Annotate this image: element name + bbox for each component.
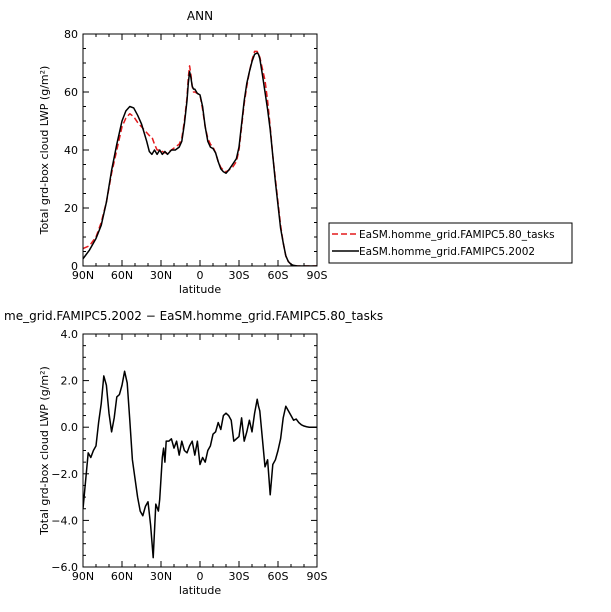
- x-tick-label: 30S: [229, 570, 250, 583]
- y-tick-label: 80: [64, 28, 78, 41]
- x-tick-label: 90N: [72, 570, 94, 583]
- x-axis-label: latitude: [179, 283, 221, 296]
- x-tick-label: 60N: [111, 570, 133, 583]
- y-tick-label: −2.0: [51, 468, 78, 481]
- y-tick-label: −4.0: [51, 514, 78, 527]
- y-tick-label: 2.0: [61, 375, 79, 388]
- chart-title: me_grid.FAMIPC5.2002 − EaSM.homme_grid.F…: [4, 309, 383, 323]
- x-tick-label: 90S: [307, 269, 328, 282]
- x-tick-label: 30S: [229, 269, 250, 282]
- y-axis-label: Total grd-box cloud LWP (g/m²): [38, 366, 51, 536]
- y-tick-label: −6.0: [51, 561, 78, 574]
- bottom-chart: 90N 60N 30N 0 30S 60S 90S 4.0 2.0 0.0 −2.0 −4.0 −6.0…: [4, 309, 383, 597]
- y-tick-label: 40: [64, 144, 78, 157]
- y-tick-label: 0: [71, 260, 78, 273]
- y-tick-label: 4.0: [61, 328, 79, 341]
- x-tick-label: 90S: [307, 570, 328, 583]
- top-chart: 90N 60N 30N 0 30S 60S 90S 0 20 40 60 80 latitude Tota…: [38, 9, 573, 296]
- chart-title: ANN: [187, 9, 213, 23]
- legend-entry-0: EaSM.homme_grid.FAMIPC5.80_tasks: [359, 229, 555, 241]
- series-line-0: [83, 370, 317, 559]
- y-tick-label: 0.0: [61, 421, 79, 434]
- x-axis-label: latitude: [179, 584, 221, 597]
- x-tick-label: 60N: [111, 269, 133, 282]
- x-tick-label: 60S: [268, 269, 289, 282]
- legend-entry-1: EaSM.homme_grid.FAMIPC5.2002: [359, 246, 535, 258]
- y-axis-label: Total grd-box cloud LWP (g/m²): [38, 66, 51, 236]
- legend-box: [328, 222, 573, 264]
- x-tick-label: 0: [197, 570, 204, 583]
- x-tick-label: 30N: [150, 269, 172, 282]
- series-line-1: [83, 52, 317, 266]
- y-tick-label: 60: [64, 86, 78, 99]
- x-tick-label: 60S: [268, 570, 289, 583]
- x-tick-label: 90N: [72, 269, 94, 282]
- y-tick-label: 20: [64, 202, 78, 215]
- x-tick-label: 30N: [150, 570, 172, 583]
- x-tick-label: 0: [197, 269, 204, 282]
